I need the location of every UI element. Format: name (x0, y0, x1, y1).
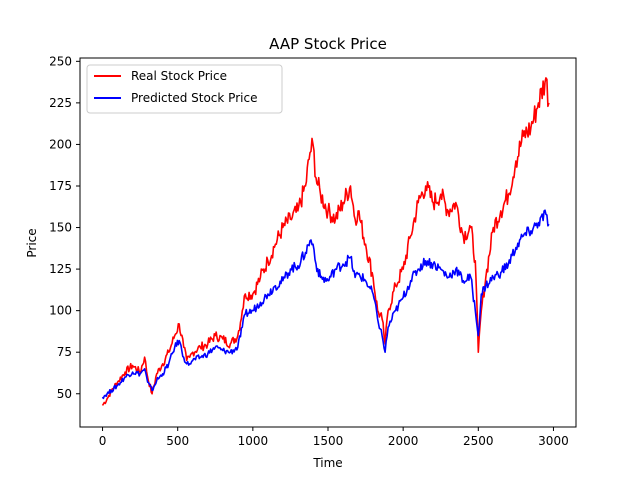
x-axis: 0 500 1000 1500 2000 2500 3000 (99, 427, 569, 448)
y-tick-label: 100 (49, 304, 72, 318)
chart-title: AAP Stock Price (269, 35, 387, 53)
y-tick-label: 75 (57, 345, 72, 359)
x-tick-label: 2500 (463, 434, 494, 448)
y-tick-label: 225 (49, 96, 72, 110)
series-line-predicted (101, 209, 550, 400)
legend-label-real: Real Stock Price (131, 69, 227, 83)
series-line-real (101, 77, 550, 406)
y-tick-label: 125 (49, 262, 72, 276)
y-tick-label: 150 (49, 221, 72, 235)
x-tick-label: 0 (99, 434, 107, 448)
x-tick-label: 1500 (313, 434, 344, 448)
legend-label-predicted: Predicted Stock Price (131, 91, 257, 105)
x-tick-label: 2000 (388, 434, 419, 448)
y-axis: 50 75 100 125 150 175 200 225 250 (49, 54, 80, 401)
y-tick-label: 50 (57, 387, 72, 401)
x-tick-label: 3000 (538, 434, 569, 448)
x-tick-label: 500 (166, 434, 189, 448)
y-axis-title: Price (25, 228, 39, 257)
y-tick-label: 250 (49, 54, 72, 68)
x-tick-label: 1000 (238, 434, 269, 448)
legend: Real Stock Price Predicted Stock Price (86, 64, 283, 114)
legend-box (86, 64, 283, 114)
x-axis-title: Time (312, 456, 342, 470)
y-tick-label: 200 (49, 137, 72, 151)
y-tick-label: 175 (49, 179, 72, 193)
